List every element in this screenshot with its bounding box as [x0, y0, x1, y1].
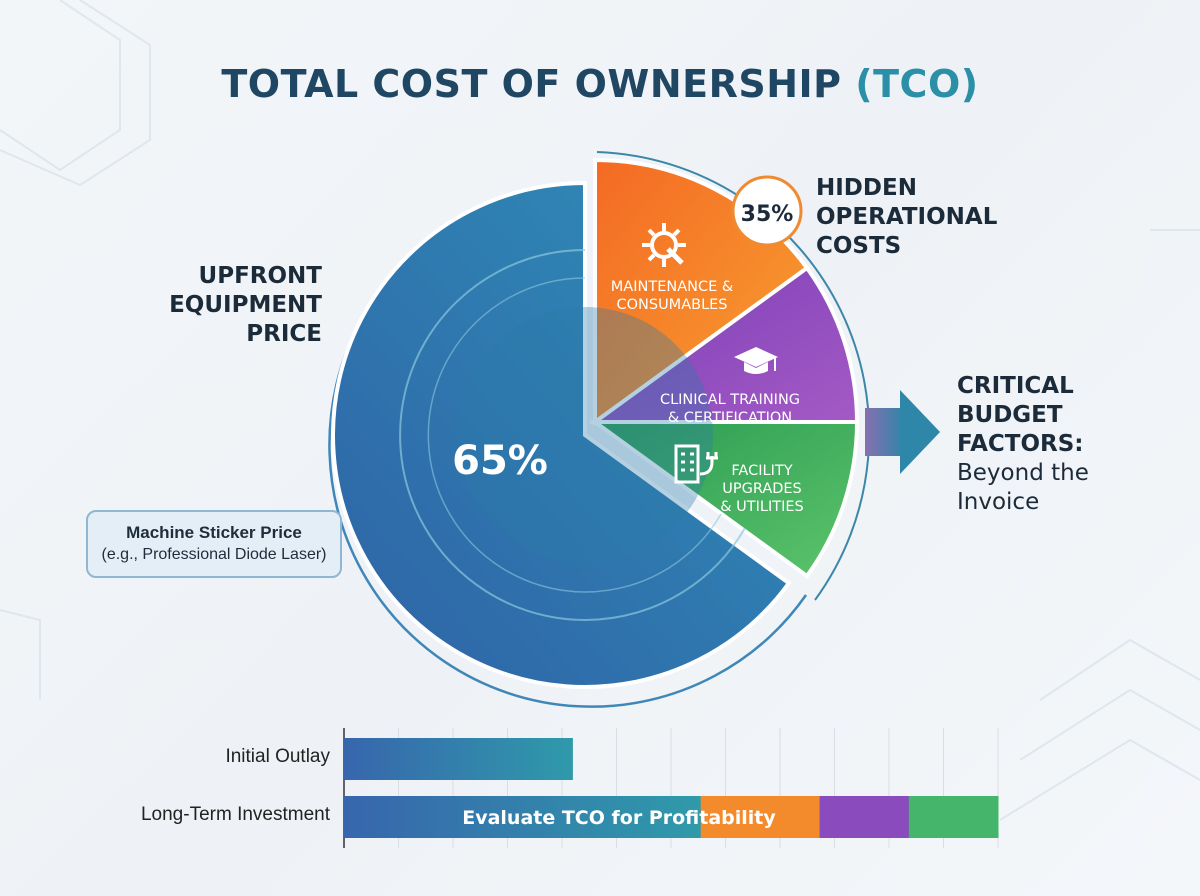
gear-wrench-icon — [642, 223, 686, 267]
slice-label-maintenance: CONSUMABLES — [616, 297, 727, 313]
slice-facility — [588, 420, 860, 579]
inner-ring — [399, 249, 746, 621]
upfront-price-label: UPFRONT EQUIPMENT PRICE — [169, 263, 322, 347]
slice-training — [588, 265, 860, 424]
bar-annotation: Evaluate TCO for Profitability — [462, 807, 776, 829]
graduation-cap-icon — [734, 347, 778, 374]
bar-segment-upfront — [344, 796, 702, 838]
inner-ring — [427, 277, 722, 593]
hidden-costs-badge: 35% — [731, 175, 803, 247]
slice-upfront — [331, 180, 792, 689]
bar-label-initial-outlay: Initial Outlay — [225, 746, 330, 767]
sticker-price-callout: Machine Sticker Price (e.g., Professiona… — [86, 510, 342, 578]
tco-pie-chart: 35% 65% MAINTENANCE & CONSUMABLES CLINIC… — [328, 151, 940, 708]
critical-factors-label: CRITICAL BUDGET FACTORS: Beyond the Invo… — [957, 373, 1089, 515]
arrow-right-icon — [865, 390, 940, 474]
bar-segment-training — [819, 796, 910, 838]
hidden-costs-label: HIDDEN OPERATIONAL COSTS — [816, 175, 998, 259]
bar-segment-facility — [908, 796, 999, 838]
slice-label-maintenance: MAINTENANCE & — [611, 279, 733, 295]
inner-disc — [457, 307, 713, 563]
slice-label-facility: UPGRADES — [722, 481, 802, 497]
bar-initial-outlay — [344, 738, 573, 780]
slice-label-facility: & UTILITIES — [720, 499, 804, 515]
slice-label-training: & CERTIFICATION — [668, 410, 792, 426]
outer-ring-arc-hidden — [596, 151, 871, 601]
slice-label-training: CLINICAL TRAINING — [660, 392, 800, 408]
page-title: TOTAL COST OF OWNERSHIP (TCO) — [221, 62, 979, 106]
bar-label-long-term: Long-Term Investment — [140, 804, 330, 825]
building-plug-icon — [674, 444, 718, 484]
badge-label: 35% — [741, 202, 794, 227]
slice-label-facility: FACILITY — [731, 463, 792, 479]
bar-segment-maintenance — [700, 796, 821, 838]
upfront-percent-label: 65% — [452, 438, 548, 484]
